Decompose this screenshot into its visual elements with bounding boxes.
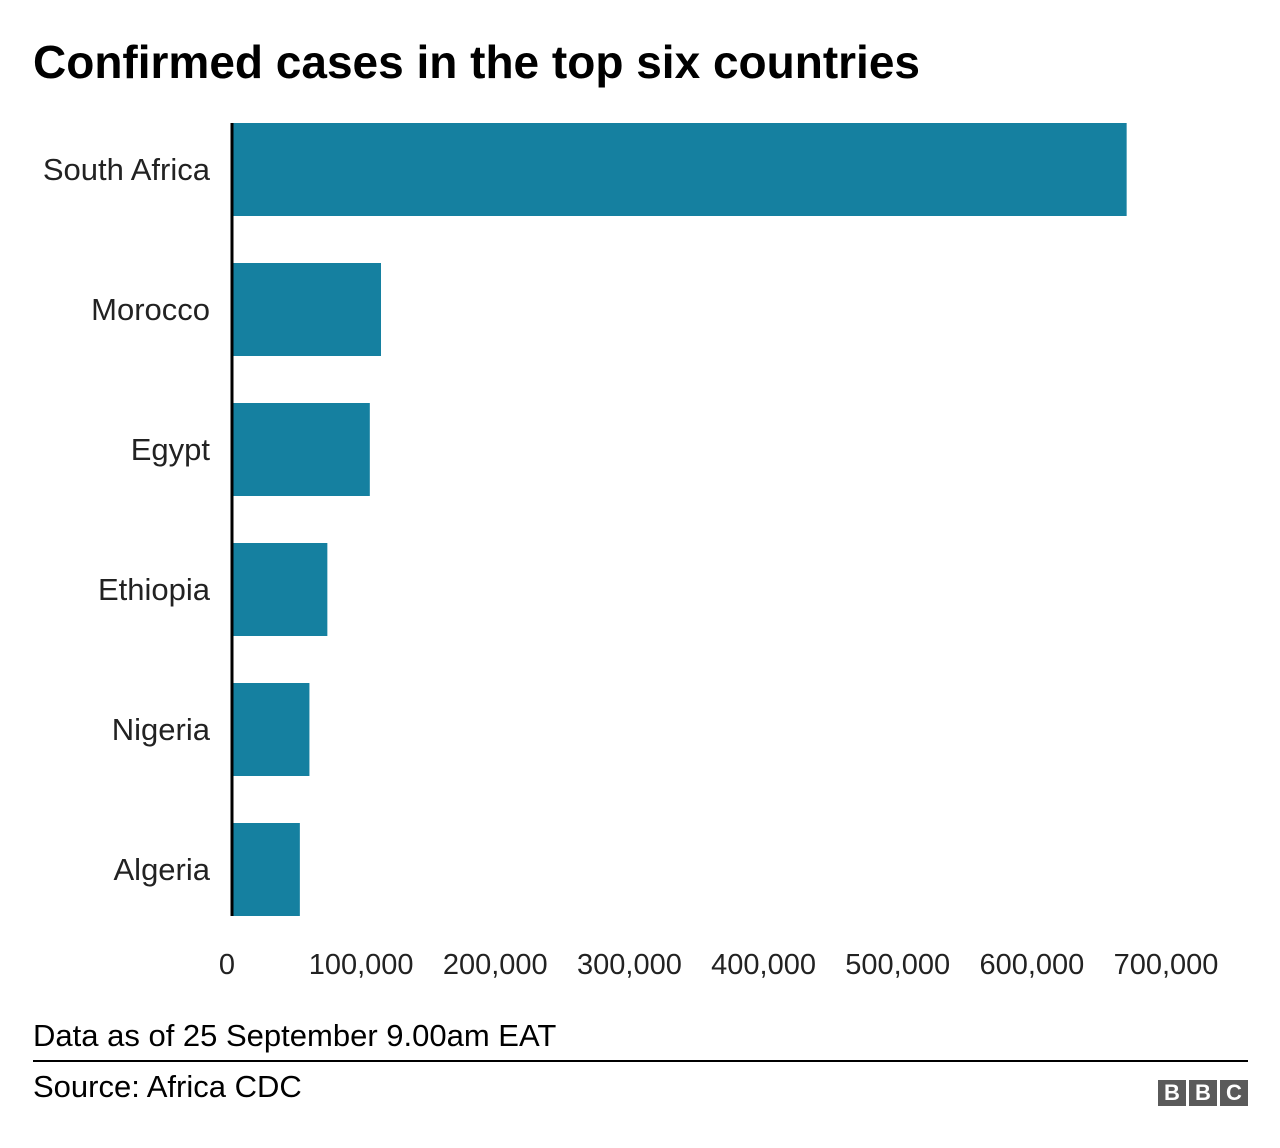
x-tick-label: 500,000	[845, 949, 950, 981]
category-label: Egypt	[131, 432, 211, 467]
category-label: Nigeria	[112, 712, 211, 747]
x-tick-label: 600,000	[979, 949, 1084, 981]
x-tick-label: 100,000	[309, 949, 414, 981]
bar-chart: South Africa Morocco Egypt Ethiopia Nigeria A…	[43, 123, 1218, 981]
x-tick-label: 700,000	[1114, 949, 1219, 981]
data-date-note: Data as of 25 September 9.00am EAT	[33, 1018, 557, 1053]
x-tick-label: 300,000	[577, 949, 682, 981]
bbc-logo-block: B	[1189, 1080, 1217, 1106]
category-label: South Africa	[43, 152, 211, 187]
source-note: Source: Africa CDC	[33, 1069, 302, 1104]
bar-nigeria	[232, 683, 310, 776]
bar-morocco	[232, 263, 382, 356]
category-label: Ethiopia	[98, 572, 211, 607]
bbc-logo: B B C	[1158, 1080, 1248, 1106]
footer-divider	[33, 1060, 1248, 1062]
x-axis-ticks: 0 100,000 200,000 300,000 400,000 500,000 600,…	[219, 949, 1218, 981]
x-tick-label: 400,000	[711, 949, 816, 981]
x-tick-label: 200,000	[443, 949, 548, 981]
category-labels: South Africa Morocco Egypt Ethiopia Nigeria A…	[43, 152, 211, 887]
bbc-logo-block: B	[1158, 1080, 1186, 1106]
bars-group	[232, 123, 1127, 916]
x-tick-label: 0	[219, 949, 235, 981]
category-label: Algeria	[114, 852, 211, 887]
bar-algeria	[232, 823, 300, 916]
bar-south-africa	[232, 123, 1127, 216]
chart-title: Confirmed cases in the top six countries	[33, 36, 920, 88]
bar-egypt	[232, 403, 370, 496]
category-label: Morocco	[91, 292, 210, 327]
bar-ethiopia	[232, 543, 328, 636]
bbc-logo-block: C	[1220, 1080, 1248, 1106]
